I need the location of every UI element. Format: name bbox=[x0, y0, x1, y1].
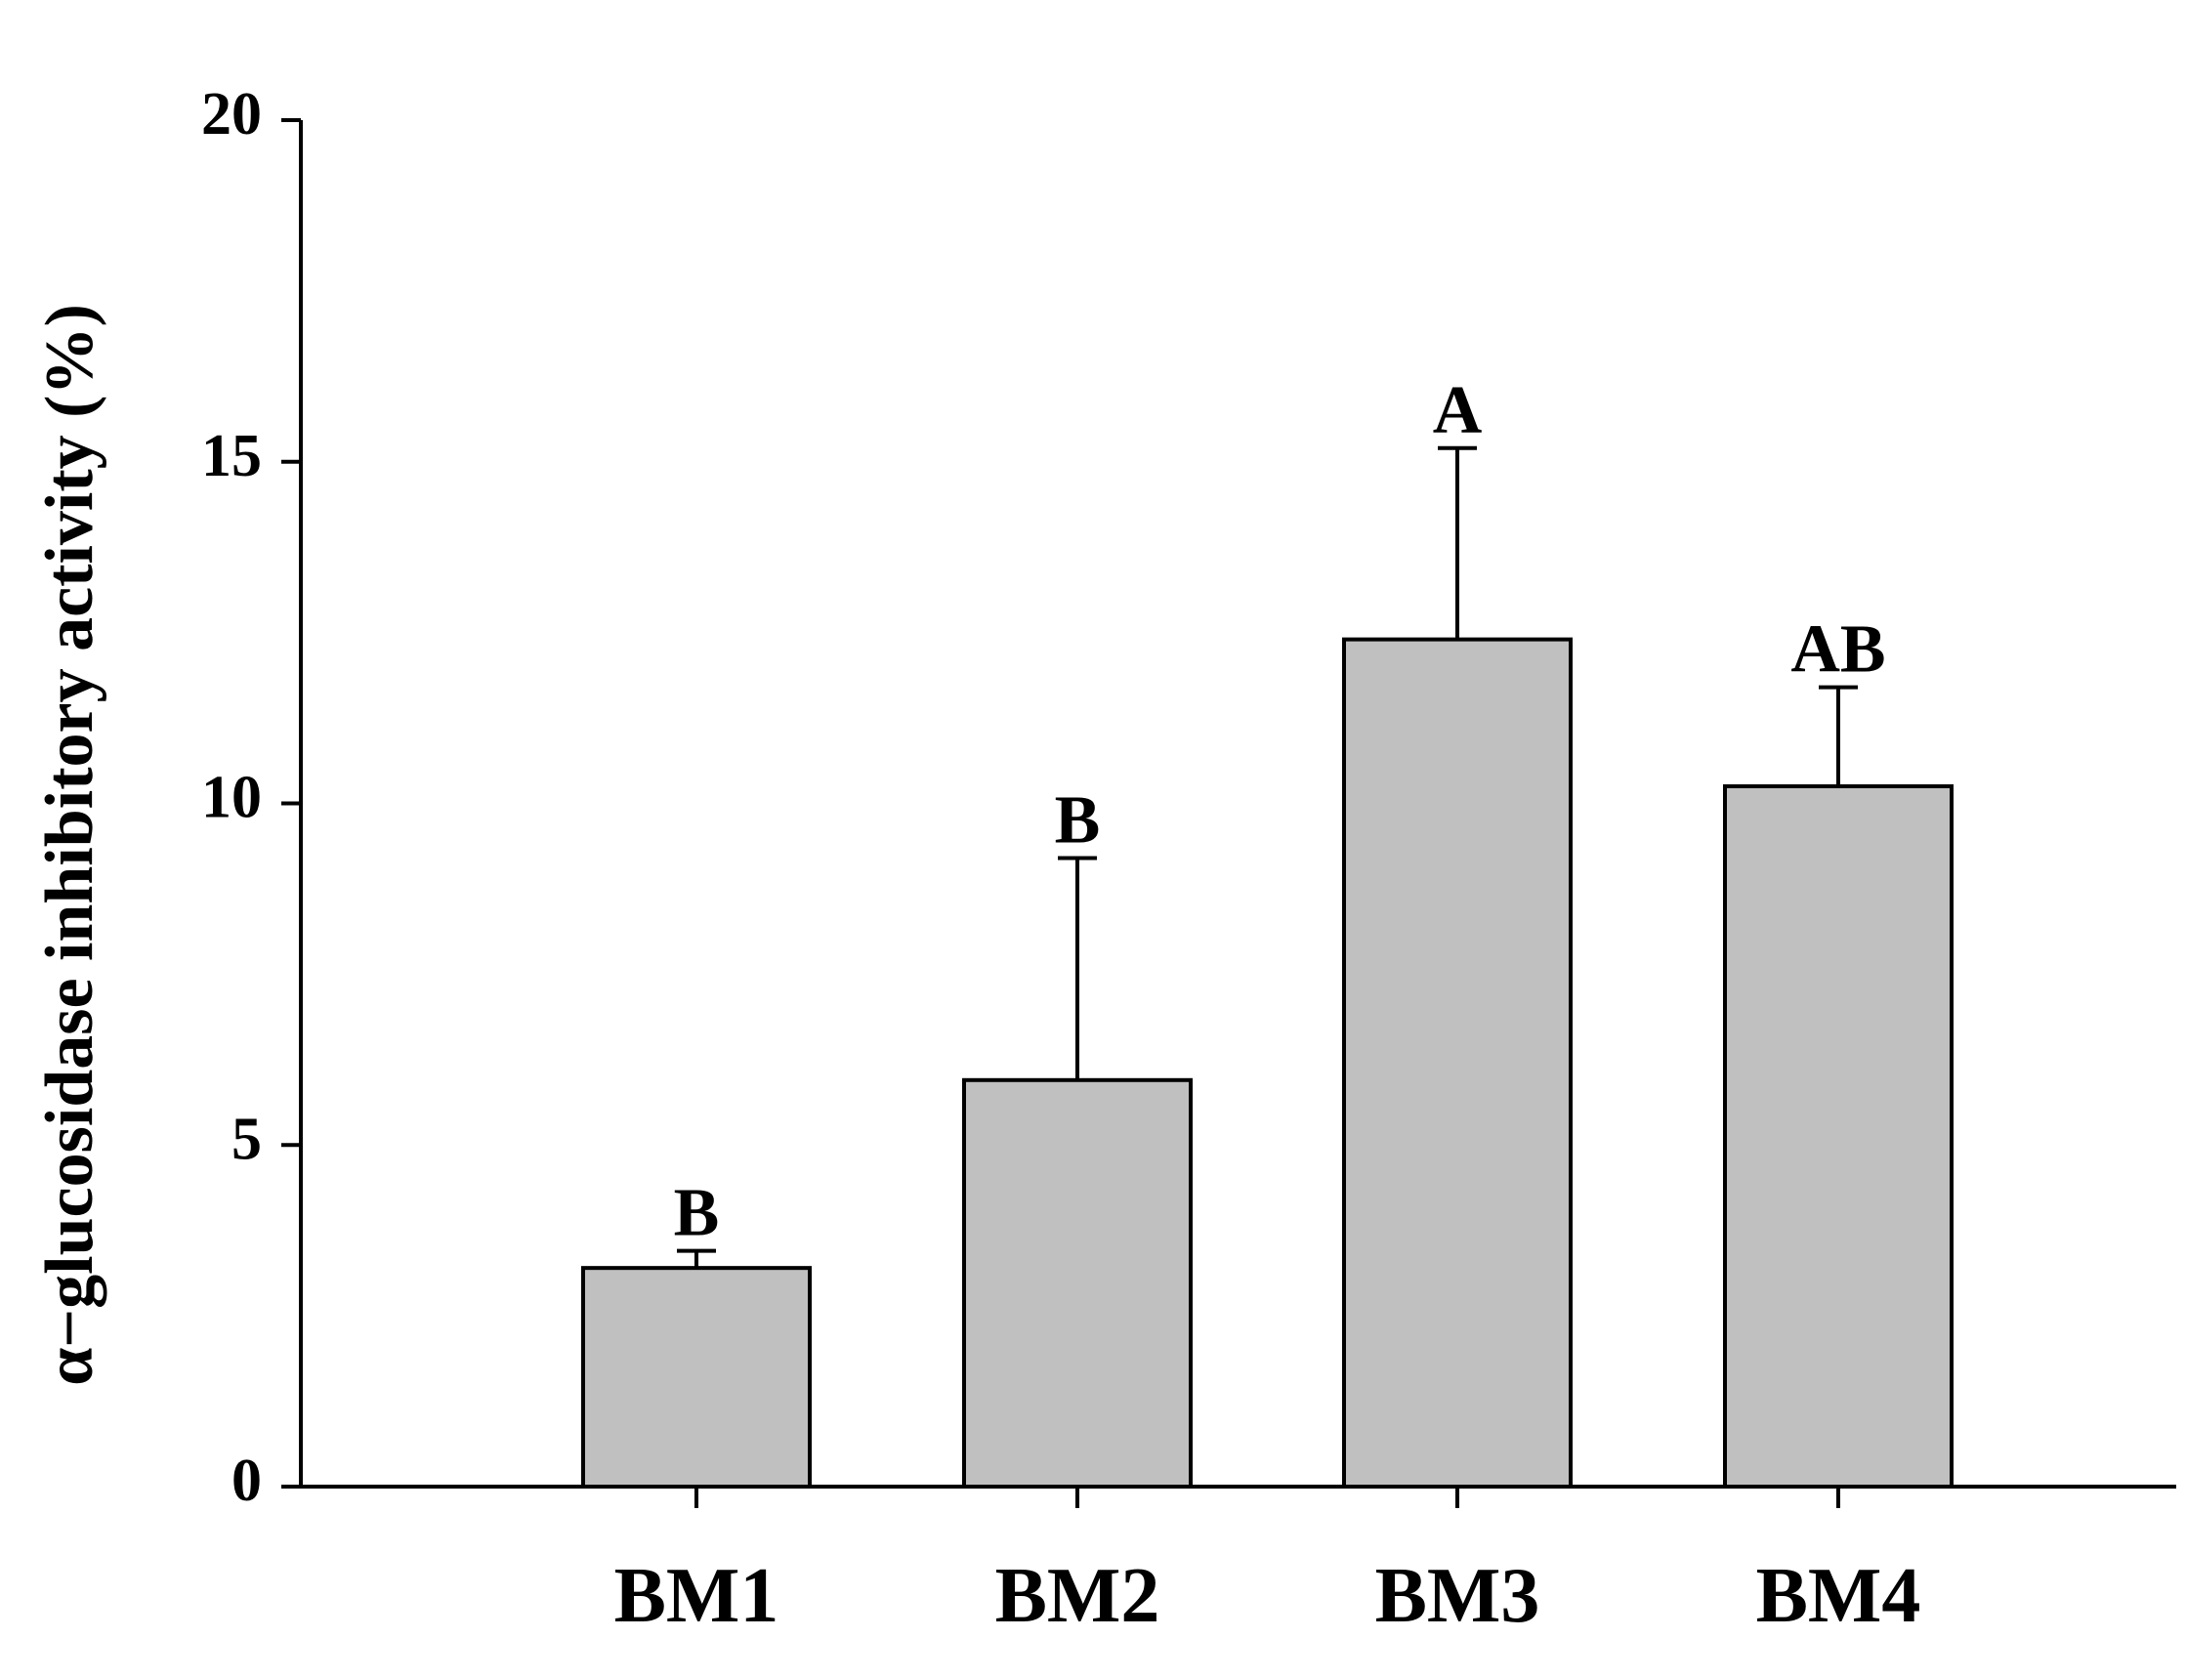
bar-bm1 bbox=[581, 1266, 812, 1490]
bar-bm3 bbox=[1342, 637, 1573, 1489]
x-tick-label: BM3 bbox=[1375, 1553, 1540, 1639]
y-tick-label: 10 bbox=[201, 765, 262, 831]
x-tick-label: BM2 bbox=[995, 1553, 1160, 1639]
error-bars bbox=[677, 445, 1858, 1269]
significance-letter: B bbox=[674, 1176, 720, 1251]
bars bbox=[581, 637, 1954, 1490]
significance-letter: B bbox=[1055, 782, 1101, 858]
bar-bm4 bbox=[1723, 784, 1954, 1489]
y-tick-label: 0 bbox=[231, 1448, 262, 1514]
significance-letter: A bbox=[1433, 373, 1483, 448]
y-tick-label: 5 bbox=[231, 1106, 262, 1172]
x-tick-label: BM1 bbox=[614, 1553, 779, 1639]
y-axis: 0 5 10 15 20 bbox=[201, 81, 303, 1514]
significance-letter: AB bbox=[1790, 612, 1885, 688]
y-tick-label: 15 bbox=[201, 423, 262, 489]
significance-letters: B B A AB bbox=[674, 373, 1886, 1251]
bar-bm2 bbox=[962, 1077, 1193, 1489]
x-axis: BM1 BM2 BM3 BM4 bbox=[301, 1485, 2176, 1639]
y-tick-label: 20 bbox=[201, 81, 262, 147]
y-axis-label: α−glucosidase inhibitory activity (%) bbox=[32, 304, 107, 1386]
x-tick-label: BM4 bbox=[1756, 1553, 1921, 1639]
